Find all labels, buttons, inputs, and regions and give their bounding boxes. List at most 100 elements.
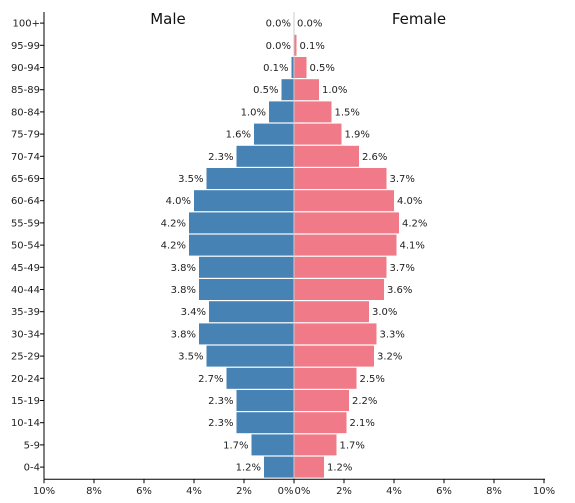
bar-male-80-84 xyxy=(269,101,294,123)
x-tick-label-left-10%: 10% xyxy=(33,486,55,497)
label-male-55-59: 4.2% xyxy=(161,218,186,229)
y-tick-label-65-69: 65-69 xyxy=(11,174,40,185)
bar-female-70-74 xyxy=(294,145,359,167)
label-female-85-89: 1.0% xyxy=(322,85,347,96)
bar-female-10-14 xyxy=(294,412,347,434)
label-male-20-24: 2.7% xyxy=(198,374,223,385)
bar-female-55-59 xyxy=(294,212,399,234)
bar-male-30-34 xyxy=(199,323,294,345)
y-tick-label-0-4: 0-4 xyxy=(24,463,40,474)
value-labels-layer: 1.2% 1.2% 1.7% 1.7% 2.3% 2.1% 2.3% 2.2% 2.7% 2.5%… xyxy=(161,19,428,474)
y-tick-label-95-99: 95-99 xyxy=(11,41,40,52)
bar-male-90-94 xyxy=(291,57,294,78)
x-tick-label-right-8%: 8% xyxy=(486,486,502,497)
label-male-70-74: 2.3% xyxy=(208,152,233,163)
label-male-95-99: 0.0% xyxy=(266,41,291,52)
label-male-10-14: 2.3% xyxy=(208,418,233,429)
label-male-0-4: 1.2% xyxy=(236,463,261,474)
y-tick-label-80-84: 80-84 xyxy=(11,107,40,118)
label-male-75-79: 1.6% xyxy=(226,130,251,141)
label-female-60-64: 4.0% xyxy=(397,196,422,207)
label-female-10-14: 2.1% xyxy=(350,418,375,429)
label-female-75-79: 1.9% xyxy=(345,130,370,141)
label-female-5-9: 1.7% xyxy=(340,440,365,451)
bar-female-90-94 xyxy=(294,57,307,78)
bar-male-65-69 xyxy=(206,168,294,189)
bar-female-40-44 xyxy=(294,279,384,300)
label-male-85-89: 0.5% xyxy=(253,85,278,96)
label-female-80-84: 1.5% xyxy=(335,107,360,118)
bar-female-0-4 xyxy=(294,456,324,478)
label-female-45-49: 3.7% xyxy=(390,263,415,274)
label-male-65-69: 3.5% xyxy=(178,174,203,185)
label-male-100+: 0.0% xyxy=(266,19,291,30)
y-tick-label-50-54: 50-54 xyxy=(11,241,40,252)
bar-female-65-69 xyxy=(294,168,387,189)
label-female-35-39: 3.0% xyxy=(372,307,397,318)
label-female-15-19: 2.2% xyxy=(352,396,377,407)
y-tick-label-85-89: 85-89 xyxy=(11,85,40,96)
bar-male-5-9 xyxy=(251,434,294,456)
x-tick-label-left-0%: 0% xyxy=(278,486,294,497)
axes-layer: 0-4 5-9 10-14 15-19 20-24 25-29 30-34 35-39 40-4… xyxy=(11,12,555,497)
label-female-65-69: 3.7% xyxy=(390,174,415,185)
y-tick-label-40-44: 40-44 xyxy=(11,285,40,296)
bar-male-85-89 xyxy=(281,79,294,101)
bar-female-95-99 xyxy=(294,34,297,56)
female-title: Female xyxy=(392,10,446,28)
label-female-95-99: 0.1% xyxy=(300,41,325,52)
y-tick-label-45-49: 45-49 xyxy=(11,263,40,274)
y-tick-label-25-29: 25-29 xyxy=(11,352,40,363)
label-female-40-44: 3.6% xyxy=(387,285,412,296)
y-tick-label-55-59: 55-59 xyxy=(11,218,40,229)
label-female-55-59: 4.2% xyxy=(402,218,427,229)
y-tick-label-60-64: 60-64 xyxy=(11,196,40,207)
bar-male-70-74 xyxy=(236,145,294,167)
bar-female-5-9 xyxy=(294,434,337,456)
bar-male-45-49 xyxy=(199,256,294,278)
y-tick-label-20-24: 20-24 xyxy=(11,374,40,385)
x-tick-label-right-2%: 2% xyxy=(336,486,352,497)
bar-male-20-24 xyxy=(226,367,294,389)
bar-male-10-14 xyxy=(236,412,294,434)
bar-female-20-24 xyxy=(294,367,357,389)
label-female-90-94: 0.5% xyxy=(310,63,335,74)
bar-female-15-19 xyxy=(294,390,349,411)
bar-male-60-64 xyxy=(194,190,294,212)
y-tick-label-100+: 100+ xyxy=(13,19,40,30)
label-male-45-49: 3.8% xyxy=(171,263,196,274)
y-tick-label-30-34: 30-34 xyxy=(11,329,40,340)
label-male-15-19: 2.3% xyxy=(208,396,233,407)
label-male-50-54: 4.2% xyxy=(161,241,186,252)
y-tick-label-70-74: 70-74 xyxy=(11,152,40,163)
x-tick-label-right-0%: 0% xyxy=(295,486,311,497)
bar-male-15-19 xyxy=(236,390,294,411)
male-title: Male xyxy=(150,10,186,28)
x-tick-label-left-4%: 4% xyxy=(186,486,202,497)
x-tick-label-left-2%: 2% xyxy=(236,486,252,497)
bar-female-60-64 xyxy=(294,190,394,212)
bar-female-80-84 xyxy=(294,101,332,123)
label-female-0-4: 1.2% xyxy=(327,463,352,474)
bar-male-75-79 xyxy=(254,123,294,145)
y-tick-label-35-39: 35-39 xyxy=(11,307,40,318)
x-tick-label-left-8%: 8% xyxy=(86,486,102,497)
bar-female-45-49 xyxy=(294,256,387,278)
x-tick-label-left-6%: 6% xyxy=(136,486,152,497)
label-female-25-29: 3.2% xyxy=(377,352,402,363)
bar-female-85-89 xyxy=(294,79,319,101)
label-female-50-54: 4.1% xyxy=(400,241,425,252)
bar-male-25-29 xyxy=(206,345,294,367)
label-male-35-39: 3.4% xyxy=(181,307,206,318)
bars-layer xyxy=(189,34,399,478)
label-male-30-34: 3.8% xyxy=(171,329,196,340)
x-tick-label-right-6%: 6% xyxy=(436,486,452,497)
bar-male-35-39 xyxy=(209,301,294,323)
bar-male-0-4 xyxy=(264,456,294,478)
label-female-30-34: 3.3% xyxy=(380,329,405,340)
label-female-70-74: 2.6% xyxy=(362,152,387,163)
x-tick-label-right-10%: 10% xyxy=(533,486,555,497)
label-male-5-9: 1.7% xyxy=(223,440,248,451)
label-male-60-64: 4.0% xyxy=(166,196,191,207)
